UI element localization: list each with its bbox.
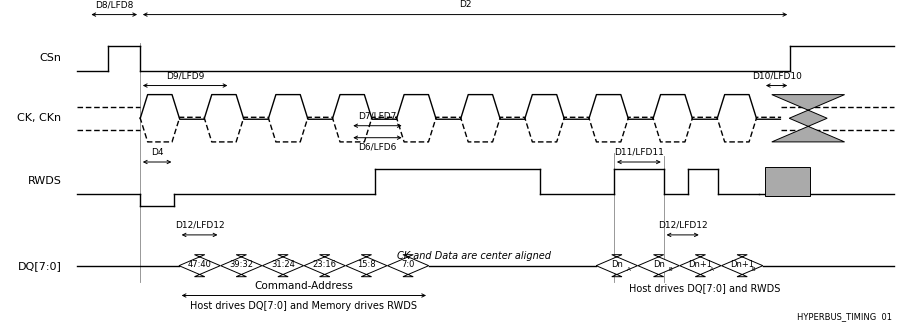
Text: A: A — [709, 267, 713, 272]
Text: 7:0: 7:0 — [401, 260, 414, 269]
Text: B: B — [751, 267, 755, 272]
Polygon shape — [721, 255, 762, 277]
Text: Dn: Dn — [611, 260, 622, 269]
Text: D10/LFD10: D10/LFD10 — [750, 71, 801, 80]
Polygon shape — [262, 255, 303, 277]
Text: HYPERBUS_TIMING  01: HYPERBUS_TIMING 01 — [796, 312, 891, 321]
Text: D7/LFD7: D7/LFD7 — [358, 111, 396, 121]
Text: 47:40: 47:40 — [188, 260, 211, 269]
Text: B: B — [667, 267, 671, 272]
Text: D2: D2 — [458, 0, 471, 9]
Text: Host drives DQ[7:0] and RWDS: Host drives DQ[7:0] and RWDS — [628, 283, 779, 293]
Polygon shape — [345, 255, 387, 277]
Text: Command-Address: Command-Address — [254, 281, 353, 291]
Bar — [764, 167, 809, 196]
Text: D12/LFD12: D12/LFD12 — [175, 221, 224, 230]
Text: D9/LFD9: D9/LFD9 — [166, 71, 204, 80]
Polygon shape — [679, 255, 721, 277]
Text: D11/LFD11: D11/LFD11 — [613, 148, 663, 157]
Text: Dn+1: Dn+1 — [687, 260, 712, 269]
Text: D12/LFD12: D12/LFD12 — [658, 221, 706, 230]
Text: 31:24: 31:24 — [271, 260, 295, 269]
Text: RWDS: RWDS — [27, 177, 61, 186]
Text: D8/LFD8: D8/LFD8 — [95, 0, 133, 9]
Polygon shape — [220, 255, 262, 277]
Text: CK and Data are center aligned: CK and Data are center aligned — [397, 251, 550, 261]
Polygon shape — [637, 255, 678, 277]
Text: 23:16: 23:16 — [312, 260, 336, 269]
Text: D4: D4 — [151, 148, 163, 157]
Polygon shape — [179, 255, 220, 277]
Polygon shape — [304, 255, 345, 277]
Text: Dn+1: Dn+1 — [730, 260, 753, 269]
Polygon shape — [387, 255, 428, 277]
Text: Host drives DQ[7:0] and Memory drives RWDS: Host drives DQ[7:0] and Memory drives RW… — [190, 301, 417, 311]
Text: D6/LFD6: D6/LFD6 — [358, 143, 396, 152]
Text: CK, CKn: CK, CKn — [17, 113, 61, 123]
Text: 15:8: 15:8 — [356, 260, 375, 269]
Text: 39:32: 39:32 — [229, 260, 253, 269]
Text: DQ[7:0]: DQ[7:0] — [17, 261, 61, 271]
Polygon shape — [595, 255, 637, 277]
Polygon shape — [771, 95, 843, 142]
Text: Dn: Dn — [652, 260, 664, 269]
Text: CSn: CSn — [40, 53, 61, 63]
Text: A: A — [626, 267, 630, 272]
